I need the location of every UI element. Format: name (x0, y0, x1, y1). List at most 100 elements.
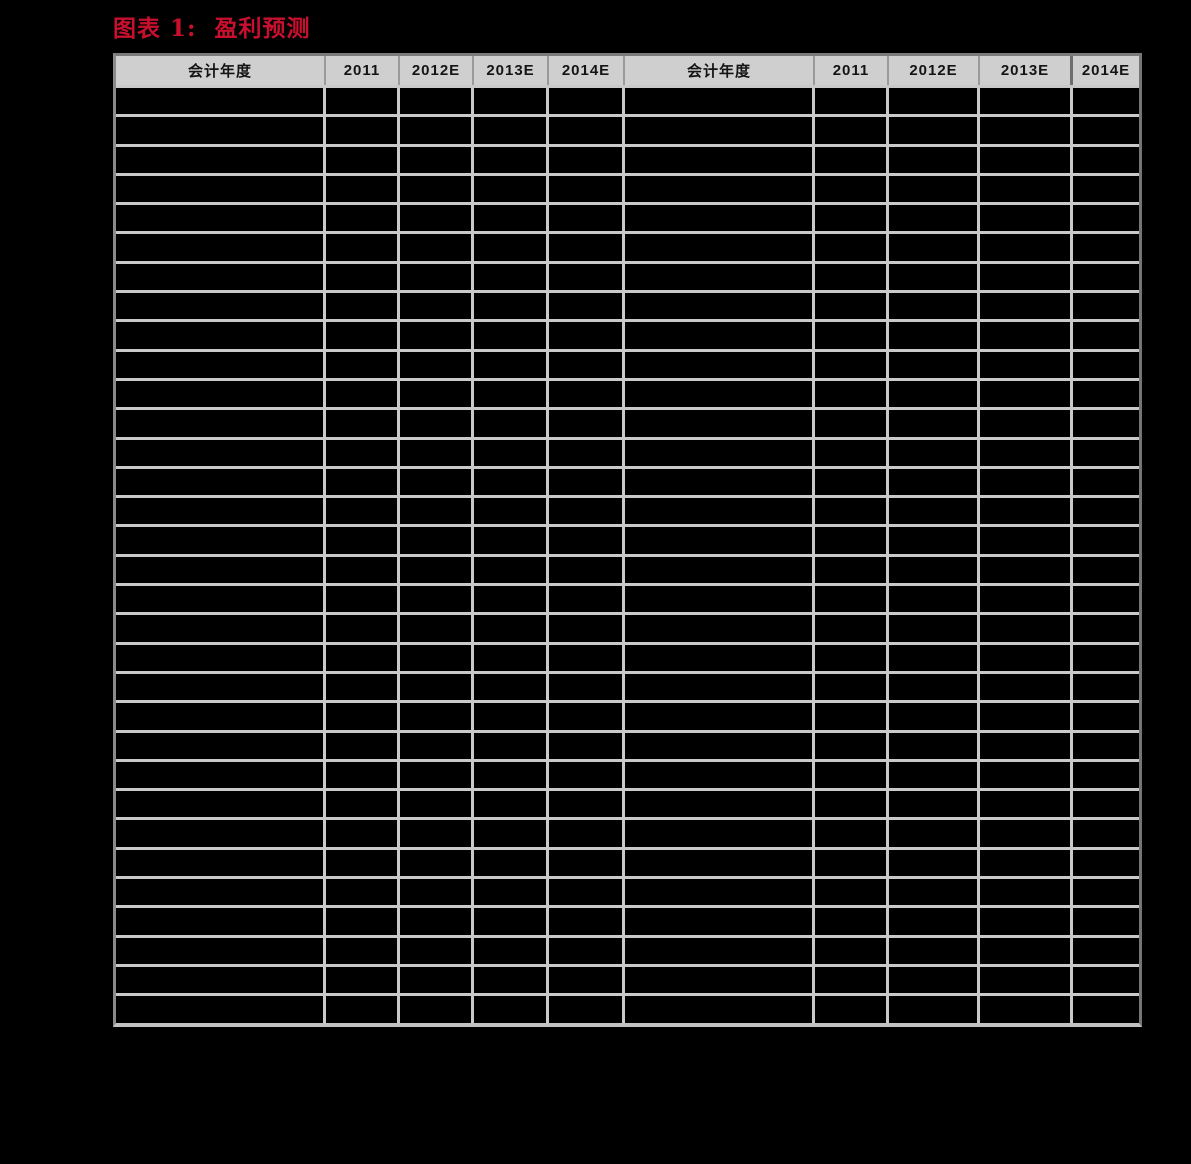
table-cell (549, 846, 625, 877)
table-cell (815, 788, 889, 818)
table-cell (400, 963, 474, 994)
table-cell (326, 348, 400, 378)
table-cell (815, 231, 889, 261)
table-cell (116, 260, 326, 291)
table-cell (889, 817, 980, 847)
table-cell (474, 377, 549, 408)
table-row (116, 700, 1139, 730)
table-cell (1073, 231, 1139, 261)
table-cell (889, 231, 980, 261)
table-cell (116, 583, 326, 613)
table-cell (625, 172, 815, 203)
table-cell (889, 700, 980, 730)
table-cell (889, 319, 980, 349)
table-cell (1073, 876, 1139, 906)
table-cell (625, 143, 815, 173)
table-cell (400, 612, 474, 642)
table-cell (1073, 583, 1139, 613)
table-cell (549, 231, 625, 261)
table-cell (980, 114, 1073, 144)
table-cell (474, 202, 549, 232)
table-cell (400, 231, 474, 261)
table-cell (815, 641, 889, 671)
table-cell (815, 114, 889, 144)
table-cell (474, 817, 549, 847)
table-cell (400, 641, 474, 671)
table-cell (625, 348, 815, 378)
table-row (116, 817, 1139, 847)
table-cell (1073, 524, 1139, 554)
table-cell (889, 963, 980, 994)
table-cell (1073, 495, 1139, 525)
table-cell (1073, 905, 1139, 935)
column-header: 2014E (549, 56, 625, 85)
table-cell (1073, 377, 1139, 408)
table-cell (815, 612, 889, 642)
table-cell (549, 729, 625, 759)
column-header: 2013E (474, 56, 549, 85)
table-cell (980, 524, 1073, 554)
table-cell (116, 641, 326, 671)
table-cell (326, 934, 400, 964)
table-cell (625, 407, 815, 437)
table-row (116, 407, 1139, 437)
figure-title: 图表 1: 盈利预测 (113, 15, 311, 42)
table-cell (549, 436, 625, 466)
table-row (116, 231, 1139, 261)
table-cell (815, 583, 889, 613)
table-cell (400, 817, 474, 847)
table-cell (474, 729, 549, 759)
table-cell (326, 670, 400, 701)
table-cell (980, 583, 1073, 613)
table-cell (625, 788, 815, 818)
table-cell (625, 202, 815, 232)
table-cell (326, 290, 400, 320)
table-cell (116, 993, 326, 1023)
table-cell (326, 905, 400, 935)
table-cell (400, 377, 474, 408)
table-cell (549, 407, 625, 437)
table-row (116, 495, 1139, 525)
table-cell (815, 700, 889, 730)
table-cell (474, 407, 549, 437)
table-cell (326, 817, 400, 847)
table-cell (889, 202, 980, 232)
table-cell (549, 583, 625, 613)
table-cell (116, 495, 326, 525)
table-cell (474, 348, 549, 378)
table-cell (815, 495, 889, 525)
table-cell (116, 846, 326, 877)
table-cell (326, 876, 400, 906)
table-cell (625, 114, 815, 144)
table-cell (1073, 758, 1139, 789)
table-cell (1073, 85, 1139, 115)
table-cell (549, 963, 625, 994)
profit-forecast-table: 会计年度 2011 2012E 2013E 2014E 会计年度 2011 2012E 2013… (113, 53, 1142, 1027)
table-cell (549, 553, 625, 584)
table-cell (549, 114, 625, 144)
table-cell (326, 495, 400, 525)
table-cell (326, 788, 400, 818)
table-cell (625, 758, 815, 789)
table-cell (400, 319, 474, 349)
table-cell (116, 905, 326, 935)
table-cell (549, 348, 625, 378)
table-cell (889, 348, 980, 378)
table-cell (980, 876, 1073, 906)
table-cell (889, 641, 980, 671)
table-cell (549, 319, 625, 349)
table-cell (889, 729, 980, 759)
table-cell (474, 231, 549, 261)
table-cell (474, 963, 549, 994)
table-cell (1073, 319, 1139, 349)
table-cell (815, 670, 889, 701)
table-cell (474, 993, 549, 1023)
table-row (116, 641, 1139, 671)
table-cell (326, 993, 400, 1023)
table-cell (1073, 114, 1139, 144)
table-cell (1073, 993, 1139, 1023)
table-cell (625, 612, 815, 642)
table-cell (980, 290, 1073, 320)
table-cell (1073, 407, 1139, 437)
table-cell (625, 993, 815, 1023)
